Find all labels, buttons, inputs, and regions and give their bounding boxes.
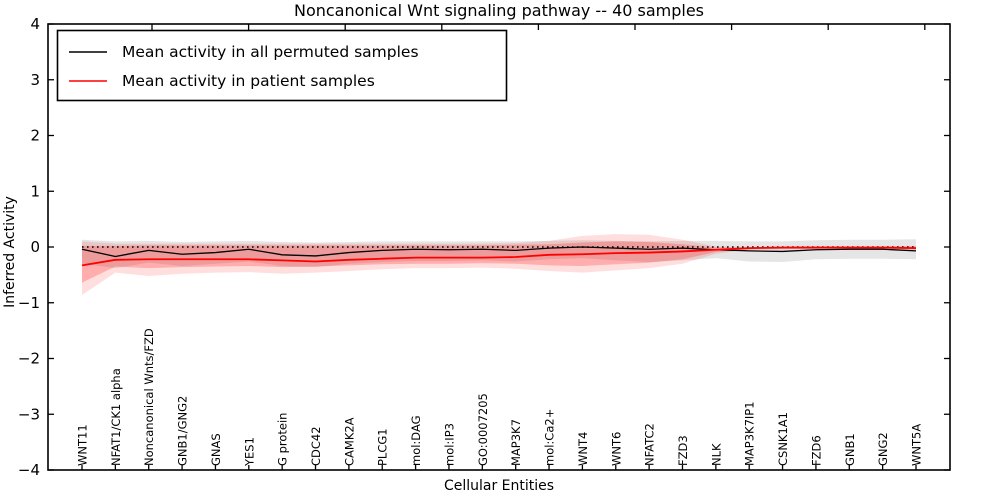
y-axis-label: Inferred Activity xyxy=(2,196,18,308)
y-tick-label: 3 xyxy=(30,71,40,89)
category-label: CDC42 xyxy=(309,426,323,466)
confidence-bands xyxy=(82,234,916,295)
chart-title: Noncanonical Wnt signaling pathway -- 40… xyxy=(294,1,704,20)
legend-box xyxy=(56,29,508,102)
category-label: MAP3K7IP1 xyxy=(743,401,757,466)
y-tick-label: −3 xyxy=(18,405,40,423)
y-tick-label: 0 xyxy=(30,238,40,256)
category-label: FZD3 xyxy=(676,435,690,466)
category-label: PLCG1 xyxy=(376,428,390,466)
patient-samples-range-inner-band xyxy=(82,241,916,283)
y-tick-label: −1 xyxy=(18,294,40,312)
category-label: YES1 xyxy=(242,437,256,467)
legend-label-permuted: Mean activity in all permuted samples xyxy=(122,43,419,61)
y-tick-label: 4 xyxy=(30,15,40,33)
category-label: NFAT1/CK1 alpha xyxy=(109,368,123,466)
legend: Mean activity in all permuted samples Me… xyxy=(56,29,508,102)
category-label: WNT4 xyxy=(576,432,590,466)
category-label: MAP3K7 xyxy=(509,419,523,466)
category-label: CSNK1A1 xyxy=(776,412,790,466)
category-label: WNT5A xyxy=(910,424,924,466)
x-axis-label: Cellular Entities xyxy=(444,478,554,494)
category-label: GNB1 xyxy=(843,433,857,466)
category-label: GO:0007205 xyxy=(476,393,490,466)
category-label: NFATC2 xyxy=(643,423,657,466)
category-label: GNG2 xyxy=(876,432,890,466)
y-tick-label: 2 xyxy=(30,127,40,145)
permuted-mean-line xyxy=(81,246,917,258)
category-label: mol:DAG xyxy=(409,415,423,466)
y-tick-label: 1 xyxy=(30,182,40,200)
y-tick-label: −4 xyxy=(18,461,40,479)
category-label: FZD6 xyxy=(809,435,823,466)
category-label: WNT11 xyxy=(76,424,90,466)
y-tick-labels: 4 3 2 1 0 −1 −2 −3 −4 xyxy=(18,15,40,479)
category-label: NLK xyxy=(709,443,723,466)
category-label: mol:IP3 xyxy=(442,423,456,466)
axis-ticks xyxy=(48,23,950,471)
category-label: WNT6 xyxy=(609,432,623,466)
category-label: Noncanonical Wnts/FZD xyxy=(142,328,156,466)
x-category-labels: WNT11 NFAT1/CK1 alpha Noncanonical Wnts/FZ… xyxy=(76,328,924,467)
category-label: CAMK2A xyxy=(342,417,356,466)
category-label: mol:Ca2+ xyxy=(543,409,557,466)
category-label: G protein xyxy=(276,413,290,466)
y-tick-label: −2 xyxy=(18,350,40,368)
category-label: GNAS xyxy=(209,433,223,466)
patient-mean-line xyxy=(81,246,917,267)
mean-activity-lines xyxy=(81,246,917,267)
legend-label-patient: Mean activity in patient samples xyxy=(122,72,375,90)
category-label: GNB1/GNG2 xyxy=(176,396,190,466)
